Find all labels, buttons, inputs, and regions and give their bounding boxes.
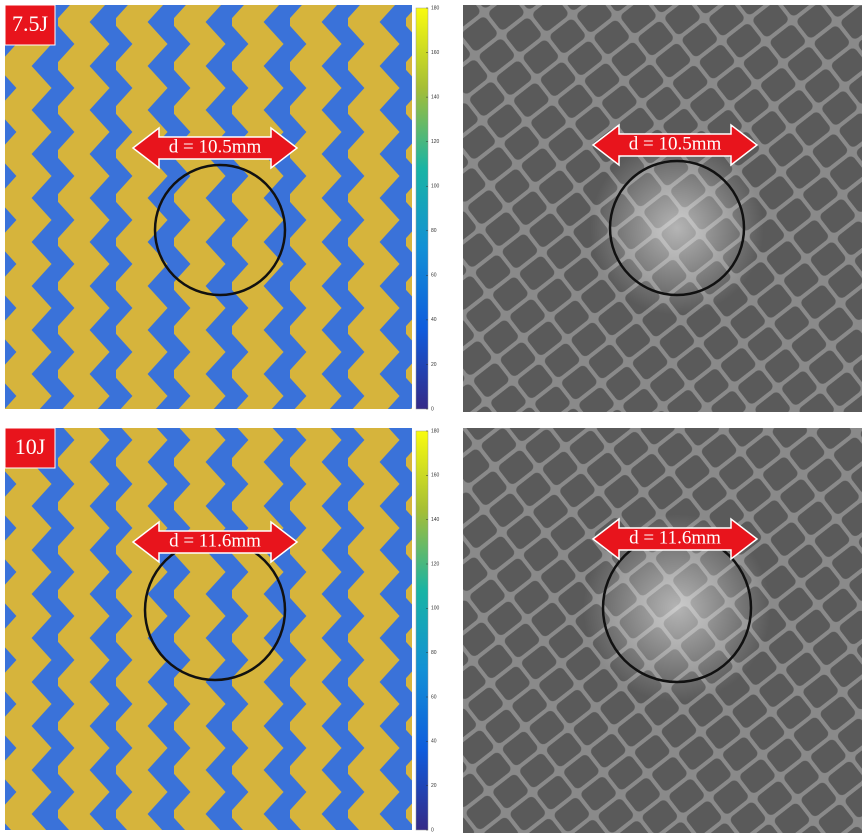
figure: d = 10.5mm 7.5J 0 20 40 60 80 100 120 140 160 180 d … — [0, 0, 864, 834]
colorbar-tick-label: 160 — [431, 473, 440, 479]
diameter-label: d = 10.5mm — [169, 136, 262, 157]
colorbar-tick-label: 40 — [431, 739, 437, 745]
colorbar-tick-label: 40 — [431, 317, 437, 323]
colorbar-tick-label: 140 — [431, 94, 440, 100]
colorbar-tick-label: 160 — [431, 50, 440, 56]
colorbar-tick-label: 0 — [431, 827, 434, 833]
colorbar-tick-label: 140 — [431, 517, 440, 523]
colorbar-tick-label: 60 — [431, 273, 437, 279]
colorbar-tick-label: 80 — [431, 228, 437, 234]
colorbar-tick-label: 180 — [431, 5, 440, 11]
colorbar — [416, 8, 428, 409]
colorbar-tick-label: 100 — [431, 184, 440, 190]
diameter-label: d = 10.5mm — [629, 133, 722, 154]
colorbar-tick-label: 20 — [431, 783, 437, 789]
colorbar-tick-label: 100 — [431, 606, 440, 612]
diameter-label: d = 11.6mm — [629, 527, 721, 548]
colorbar-tick-label: 60 — [431, 694, 437, 700]
colorbar-tick-label: 0 — [431, 406, 434, 412]
colorbar-tick-label: 20 — [431, 362, 437, 368]
impact-glow — [590, 141, 764, 315]
energy-label: 7.5J — [12, 11, 49, 36]
colorbar — [416, 431, 428, 830]
colorbar-tick-label: 120 — [431, 139, 440, 145]
color-map-image — [5, 5, 412, 409]
colorbar-tick-label: 80 — [431, 650, 437, 656]
energy-label: 10J — [15, 434, 46, 459]
colorbar-tick-label: 120 — [431, 561, 440, 567]
color-map-image — [5, 428, 412, 830]
colorbar-tick-label: 180 — [431, 428, 440, 434]
diameter-label: d = 11.6mm — [169, 530, 261, 551]
